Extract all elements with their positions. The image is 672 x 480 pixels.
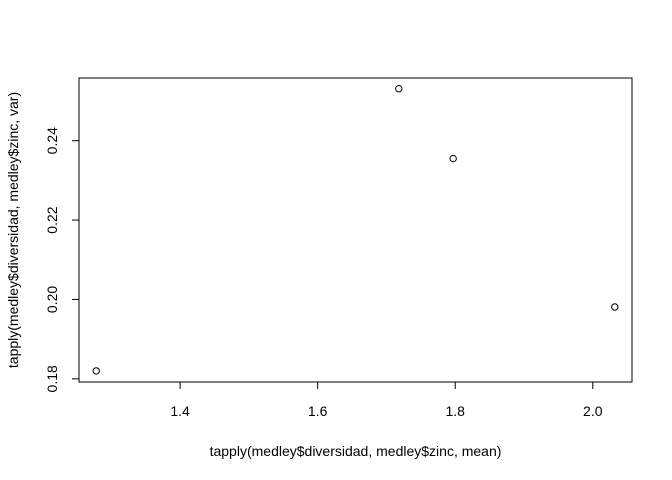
- x-tick-label: 2.0: [583, 403, 603, 419]
- data-point: [92, 367, 100, 375]
- x-axis: 1.4 1.6 1.8 2.0: [170, 381, 603, 419]
- x-axis-title: tapply(medley$diversidad, medley$zinc, m…: [210, 443, 502, 459]
- data-point: [395, 85, 403, 93]
- data-points: [92, 85, 619, 375]
- y-tick-label: 0.24: [44, 127, 60, 154]
- y-axis-title: tapply(medley$diversidad, medley$zinc, v…: [5, 92, 21, 368]
- y-tick-label: 0.22: [44, 206, 60, 233]
- x-tick-label: 1.6: [308, 403, 328, 419]
- x-tick-label: 1.4: [170, 403, 190, 419]
- x-tick-label: 1.8: [445, 403, 465, 419]
- data-point: [611, 303, 619, 311]
- y-tick-label: 0.18: [44, 365, 60, 392]
- y-axis: 0.18 0.20 0.22 0.24: [44, 127, 80, 392]
- data-point: [449, 154, 457, 163]
- plot-box: [78, 77, 633, 383]
- y-tick-label: 0.20: [44, 286, 60, 313]
